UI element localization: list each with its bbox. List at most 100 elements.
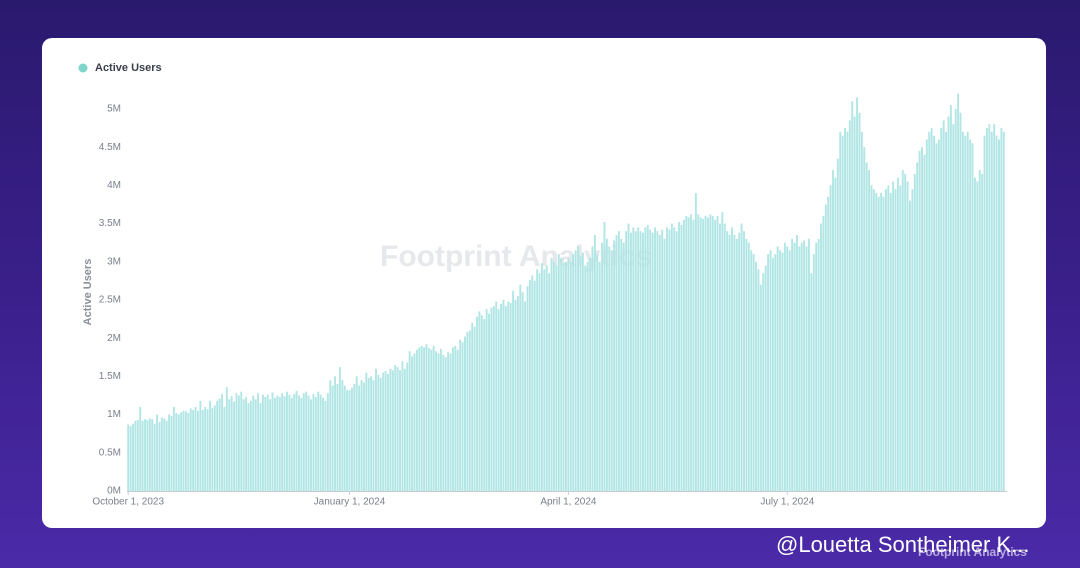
bar bbox=[146, 419, 149, 491]
bar bbox=[317, 391, 320, 491]
bar bbox=[439, 348, 442, 491]
bar bbox=[266, 394, 269, 491]
bar bbox=[771, 257, 774, 491]
bar bbox=[430, 349, 433, 491]
bar bbox=[685, 215, 688, 492]
bar bbox=[699, 217, 702, 491]
bar bbox=[209, 400, 211, 491]
bar bbox=[175, 413, 178, 491]
bar bbox=[567, 257, 570, 491]
bar bbox=[514, 299, 517, 491]
bar bbox=[490, 307, 493, 491]
bar bbox=[836, 158, 839, 491]
bar bbox=[805, 246, 808, 491]
bar bbox=[435, 351, 438, 491]
bar bbox=[774, 254, 777, 491]
bar bbox=[550, 257, 553, 491]
bar bbox=[649, 229, 652, 491]
bar bbox=[245, 397, 248, 491]
bar bbox=[731, 227, 733, 491]
bar bbox=[680, 225, 683, 491]
bar bbox=[598, 261, 601, 491]
bar bbox=[670, 223, 673, 491]
bar bbox=[793, 242, 796, 491]
bar bbox=[579, 255, 582, 491]
bar bbox=[894, 189, 897, 491]
bar bbox=[954, 108, 957, 491]
bar bbox=[314, 397, 317, 491]
bar bbox=[887, 185, 890, 491]
bar bbox=[413, 353, 416, 491]
bar bbox=[298, 395, 300, 491]
bar bbox=[783, 242, 786, 491]
y-axis-title: Active Users bbox=[82, 259, 94, 326]
bar bbox=[995, 135, 998, 492]
bar bbox=[565, 261, 567, 491]
bar bbox=[747, 242, 750, 491]
bar bbox=[791, 238, 794, 491]
bar bbox=[507, 301, 510, 491]
bar bbox=[841, 135, 844, 492]
bar bbox=[654, 227, 656, 491]
bar bbox=[394, 364, 397, 491]
bar bbox=[437, 353, 440, 491]
bar bbox=[466, 332, 469, 491]
bar bbox=[295, 390, 298, 491]
bar bbox=[492, 306, 495, 491]
bar bbox=[180, 412, 183, 491]
bar bbox=[464, 336, 466, 491]
bar bbox=[312, 393, 315, 491]
bar bbox=[168, 414, 171, 491]
bar bbox=[273, 397, 276, 491]
bar bbox=[803, 240, 806, 491]
bar bbox=[538, 273, 541, 491]
bar bbox=[877, 196, 880, 491]
bar bbox=[800, 242, 803, 491]
brand-watermark: Footprint Analytics bbox=[918, 545, 1027, 559]
bar bbox=[302, 393, 305, 491]
bar bbox=[706, 217, 709, 491]
bar bbox=[925, 139, 928, 491]
bar bbox=[930, 128, 933, 491]
bar bbox=[776, 246, 779, 491]
x-tick-label: July 1, 2024 bbox=[760, 497, 814, 508]
bar bbox=[911, 189, 914, 491]
bar bbox=[560, 257, 563, 491]
bar bbox=[500, 303, 503, 491]
bar bbox=[820, 223, 822, 491]
bar bbox=[548, 273, 551, 491]
bar bbox=[401, 361, 404, 491]
bar bbox=[945, 131, 948, 491]
bar bbox=[367, 377, 370, 491]
bar bbox=[512, 290, 515, 491]
bar bbox=[478, 311, 481, 491]
bar bbox=[687, 217, 690, 491]
bar bbox=[589, 257, 592, 491]
bar bbox=[459, 339, 462, 491]
bar bbox=[230, 396, 233, 491]
bar bbox=[283, 396, 286, 491]
bar bbox=[767, 254, 770, 491]
bar bbox=[690, 214, 693, 491]
bar bbox=[194, 406, 197, 491]
bar bbox=[627, 223, 630, 491]
bar bbox=[403, 368, 406, 491]
bar bbox=[350, 387, 353, 491]
bar bbox=[235, 393, 238, 491]
y-tick-label: 0M bbox=[107, 486, 121, 497]
bar bbox=[411, 356, 414, 491]
bar bbox=[697, 214, 700, 491]
bar bbox=[355, 376, 358, 491]
bar bbox=[310, 399, 312, 491]
x-tick-label: October 1, 2023 bbox=[92, 497, 164, 508]
bar bbox=[555, 265, 558, 491]
bar bbox=[257, 393, 260, 491]
bar bbox=[764, 265, 767, 491]
bar bbox=[324, 400, 327, 491]
bar bbox=[622, 242, 625, 491]
y-tick-label: 0.5M bbox=[99, 447, 121, 458]
bar bbox=[526, 286, 529, 491]
bar bbox=[769, 250, 772, 491]
bar bbox=[832, 170, 834, 491]
